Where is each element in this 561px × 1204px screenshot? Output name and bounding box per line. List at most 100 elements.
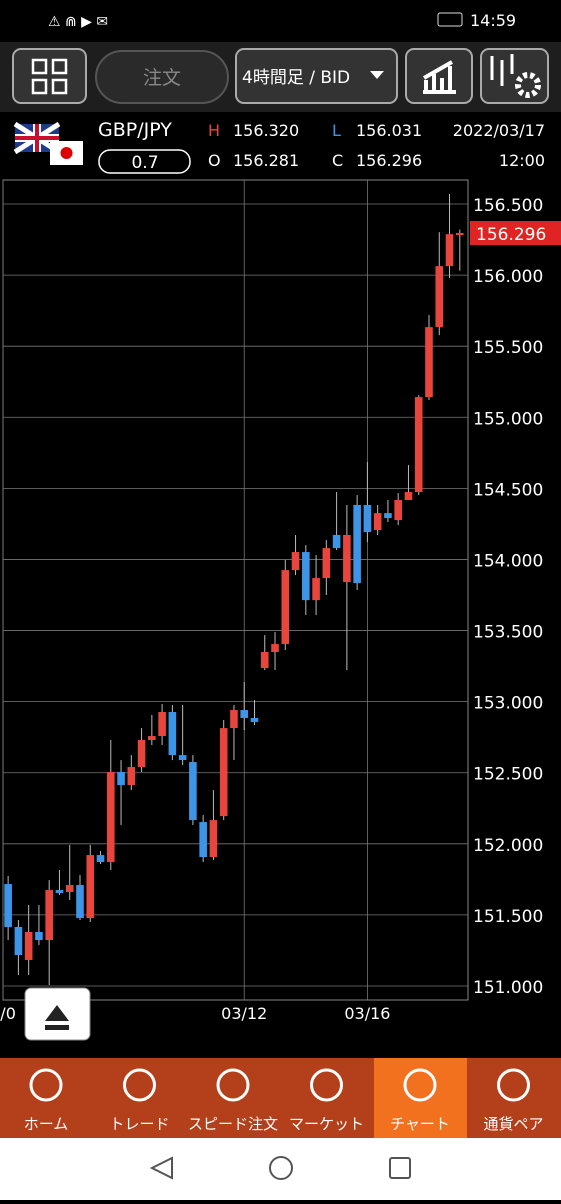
nav-label[interactable]: ホーム [24, 1115, 69, 1133]
close-value: 156.296 [356, 151, 422, 170]
candle-body [281, 570, 290, 645]
candle-body [353, 504, 361, 584]
y-tick-label: 152.500 [473, 765, 543, 785]
time: 12:00 [499, 151, 545, 170]
current-price: 156.296 [476, 225, 546, 245]
candle-body [322, 548, 331, 579]
status-time: 14:59 [470, 11, 516, 30]
nav-icon[interactable] [497, 1068, 530, 1102]
status-bar [0, 0, 561, 42]
nav-label[interactable]: トレード [109, 1115, 169, 1133]
y-tick-label: 152.000 [473, 836, 543, 856]
candle-body [96, 855, 105, 863]
dropdown-arrow [370, 71, 384, 79]
candle-body [394, 500, 402, 521]
candle-body [127, 767, 136, 786]
candle-body [4, 884, 12, 927]
candle-body [148, 736, 156, 741]
y-tick-label: 154.500 [473, 480, 543, 500]
battery [437, 12, 463, 27]
candle-body [363, 504, 372, 533]
timeframe-label: 4時間足 / BID [242, 68, 350, 88]
system-nav [0, 1138, 561, 1200]
candle-body [168, 712, 177, 756]
nav-icon[interactable] [403, 1068, 437, 1102]
candle-body [445, 234, 454, 267]
y-tick-label: 155.500 [473, 338, 543, 358]
indicator-button[interactable] [405, 48, 473, 104]
candle-body [76, 885, 84, 919]
bottom-nav [0, 1058, 561, 1138]
home-button[interactable] [269, 1156, 293, 1180]
candle-body [332, 534, 341, 549]
jp-flag [50, 141, 83, 165]
candle-body [435, 266, 444, 328]
y-tick-label: 154.000 [473, 551, 543, 571]
candle-body [250, 717, 259, 722]
candle-body [404, 492, 413, 501]
candle-body [343, 534, 351, 583]
high-value: 156.320 [233, 121, 299, 140]
candle-body [65, 885, 74, 893]
settings-button[interactable] [480, 48, 549, 104]
spread-box [98, 149, 191, 174]
candle-body [178, 755, 187, 761]
candle-body [414, 397, 423, 493]
nav-icon[interactable] [216, 1068, 250, 1102]
candle-body [158, 712, 166, 737]
chart: 151.000 151.500 152.000 152.500 153.000 153.5… [0, 180, 561, 1023]
candle-body [271, 644, 279, 653]
nav-label[interactable]: スピード注文 [188, 1115, 278, 1133]
menu-button[interactable] [12, 48, 87, 104]
timeframe-button[interactable] [235, 48, 398, 104]
x-tick-label: 3/0 [0, 1004, 16, 1023]
candle-body [312, 578, 320, 601]
candle-body [24, 931, 33, 960]
nav-label[interactable]: マーケット [289, 1115, 364, 1133]
back-button[interactable] [149, 1156, 173, 1180]
high-label: H [208, 121, 220, 140]
y-tick-label: 153.000 [473, 694, 543, 714]
y-tick-label: 156.500 [473, 196, 543, 216]
candle-body [35, 931, 43, 941]
status-icons: ⚠ ⋒ ▶ ✉ [48, 14, 108, 30]
candle-body [291, 552, 300, 571]
candle-body [455, 233, 464, 236]
y-tick-label: 151.500 [473, 907, 543, 927]
candle-body [219, 728, 228, 817]
x-tick-label: 03/12 [221, 1004, 267, 1023]
recents-button[interactable] [389, 1157, 411, 1179]
order-label: 注文 [143, 67, 181, 89]
price-tag [470, 221, 561, 246]
y-tick-label: 153.500 [473, 623, 543, 643]
nav-icon[interactable] [123, 1068, 156, 1102]
candle-body [14, 926, 23, 956]
collapse-button[interactable] [24, 987, 91, 1041]
candle-body [45, 890, 53, 941]
order-button[interactable] [95, 50, 229, 104]
open-value: 156.281 [233, 151, 299, 170]
date: 2022/03/17 [453, 121, 545, 140]
candle-body [240, 710, 249, 718]
low-label: L [332, 121, 341, 140]
candle-body [106, 772, 115, 863]
close-label: C [332, 151, 343, 170]
plot-area [2, 179, 469, 1001]
y-tick-label: 156.000 [473, 267, 543, 287]
candle-body [137, 740, 146, 768]
nav-icon[interactable] [29, 1068, 63, 1102]
nav-label[interactable]: 通貨ペア [483, 1115, 543, 1133]
candle-body [86, 855, 95, 919]
candle-body [384, 513, 392, 519]
nav-icon[interactable] [310, 1068, 343, 1102]
spread: 0.7 [131, 153, 158, 173]
candle-body [260, 652, 269, 669]
y-tick-label: 151.000 [473, 978, 543, 998]
candle-body [425, 327, 433, 398]
open-label: O [208, 151, 221, 170]
candle-body [302, 552, 310, 601]
nav-label[interactable]: チャート [390, 1115, 450, 1133]
low-value: 156.031 [356, 121, 422, 140]
